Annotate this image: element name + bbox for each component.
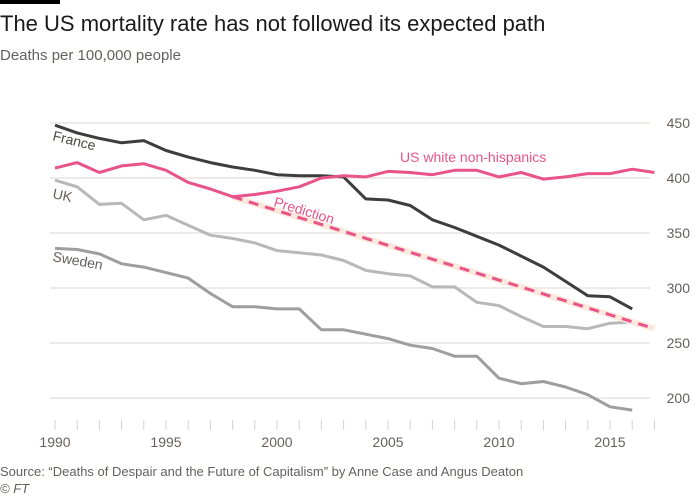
y-tick-label: 400 (667, 170, 691, 186)
x-axis: 1990 1995 2000 2005 2010 2015 (39, 420, 655, 450)
series-prediction (232, 195, 655, 331)
y-tick-label: 450 (667, 115, 691, 131)
x-tick-label: 1990 (39, 434, 70, 450)
y-axis: 200 250 300 350 400 450 (667, 115, 691, 406)
credit-note: © FT (0, 481, 30, 496)
y-tick-label: 200 (667, 390, 691, 406)
source-note: Source: “Deaths of Despair and the Futur… (0, 464, 524, 479)
series-lines (54, 123, 656, 412)
label-france: France (51, 127, 97, 153)
x-tick-label: 2015 (594, 434, 625, 450)
series-uk (54, 178, 633, 331)
label-uk: UK (51, 185, 74, 205)
y-tick-label: 300 (667, 280, 691, 296)
series-labels: France US white non-hispanics Prediction… (51, 127, 546, 272)
x-tick-label: 2005 (372, 434, 403, 450)
x-tick-label: 2000 (261, 434, 292, 450)
brand-bar (0, 0, 60, 4)
chart-subtitle: Deaths per 100,000 people (0, 47, 181, 64)
x-tick-label: 2010 (483, 434, 514, 450)
y-tick-label: 350 (667, 225, 691, 241)
chart-title: The US mortality rate has not followed i… (0, 11, 546, 36)
series-sweden (54, 246, 633, 412)
y-tick-label: 250 (667, 335, 691, 351)
series-us-white-non-hispanics (54, 161, 655, 199)
x-tick-label: 1995 (150, 434, 181, 450)
label-us: US white non-hispanics (400, 149, 546, 165)
